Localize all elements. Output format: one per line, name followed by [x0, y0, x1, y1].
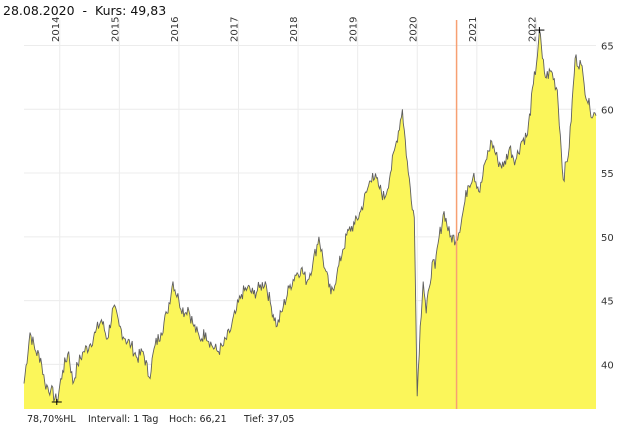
x-tick-2017: 2017	[230, 17, 241, 42]
interval-info: Intervall: 1 Tag	[88, 414, 158, 425]
y-tick-65: 65	[601, 42, 614, 53]
x-tick-2016: 2016	[170, 17, 181, 42]
x-tick-2015: 2015	[110, 17, 121, 42]
date-label: 28.08.2020	[3, 3, 75, 18]
y-tick-45: 45	[601, 297, 614, 308]
x-axis-ticks: 2014 2015 2016 2017 2018 2019 2020 2021 2022	[51, 17, 539, 42]
y-tick-50: 50	[601, 233, 614, 244]
low-marker	[51, 398, 62, 405]
price-header: 28.08.2020 - Kurs: 49,83	[3, 3, 166, 18]
x-tick-2022: 2022	[527, 17, 538, 42]
price-value: 49,83	[130, 3, 167, 18]
extreme-markers	[51, 27, 545, 405]
interval-value: 1 Tag	[133, 414, 159, 425]
price-label: Kurs:	[95, 3, 127, 18]
x-tick-2020: 2020	[408, 17, 419, 42]
chart-footer: 78,70%HL Intervall: 1 Tag Hoch: 66,21 Ti…	[0, 410, 626, 430]
high-label: Hoch:	[169, 414, 197, 425]
y-tick-55: 55	[601, 169, 614, 180]
header-separator: -	[82, 3, 88, 18]
x-tick-2014: 2014	[51, 17, 62, 42]
low-info: Tief: 37,05	[244, 414, 294, 425]
y-axis-ticks: 40 45 50 55 60 65	[601, 42, 614, 372]
price-line	[23, 29, 597, 403]
y-tick-40: 40	[601, 360, 614, 371]
x-tick-2021: 2021	[468, 17, 479, 42]
interval-label: Intervall:	[88, 414, 131, 425]
high-marker	[534, 27, 545, 34]
low-label: Tief:	[244, 414, 265, 425]
price-area	[24, 30, 596, 409]
low-value: 37,05	[267, 414, 295, 425]
x-tick-2019: 2019	[349, 17, 360, 42]
x-tick-2018: 2018	[289, 17, 300, 42]
y-tick-60: 60	[601, 105, 614, 116]
hl-percent: 78,70%HL	[27, 414, 76, 425]
high-info: Hoch: 66,21	[169, 414, 227, 425]
high-value: 66,21	[199, 414, 227, 425]
